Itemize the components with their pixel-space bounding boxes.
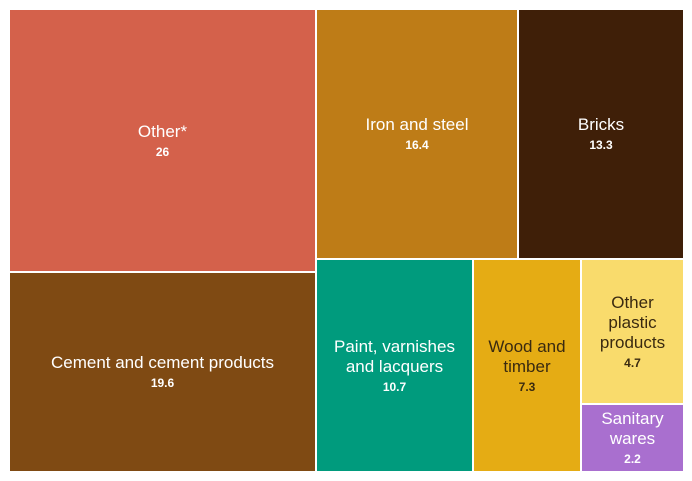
tile-value: 2.2 <box>624 452 641 466</box>
tile-label: Sanitary wares <box>601 409 664 448</box>
tile-value: 16.4 <box>405 138 429 152</box>
tile-value: 19.6 <box>150 376 175 390</box>
tile-value: 7.3 <box>518 379 536 394</box>
tile-other: Other* 26 <box>9 9 316 272</box>
tile-value: 10.7 <box>382 379 407 394</box>
tile-value: 13.3 <box>589 138 613 152</box>
tile-label: Paint, varnishes and lacquers <box>334 336 455 376</box>
tile-label: Iron and steel <box>365 115 469 134</box>
tile-label: Bricks <box>577 115 625 134</box>
tile-label: Other* <box>137 121 188 141</box>
tile-label: Other plastic products <box>599 292 666 352</box>
tile-paint: Paint, varnishes and lacquers 10.7 <box>316 259 473 472</box>
tile-label: Wood and timber <box>488 336 566 376</box>
tile-cement: Cement and cement products 19.6 <box>9 272 316 472</box>
tile-label: Cement and cement products <box>50 353 274 372</box>
tile-value: 26 <box>155 144 170 159</box>
tile-other-plastic: Other plastic products 4.7 <box>581 259 684 404</box>
tile-bricks: Bricks 13.3 <box>518 9 684 259</box>
tile-sanitary: Sanitary wares 2.2 <box>581 404 684 472</box>
tile-wood: Wood and timber 7.3 <box>473 259 581 472</box>
tile-value: 4.7 <box>624 355 641 370</box>
tile-iron-and-steel: Iron and steel 16.4 <box>316 9 518 259</box>
